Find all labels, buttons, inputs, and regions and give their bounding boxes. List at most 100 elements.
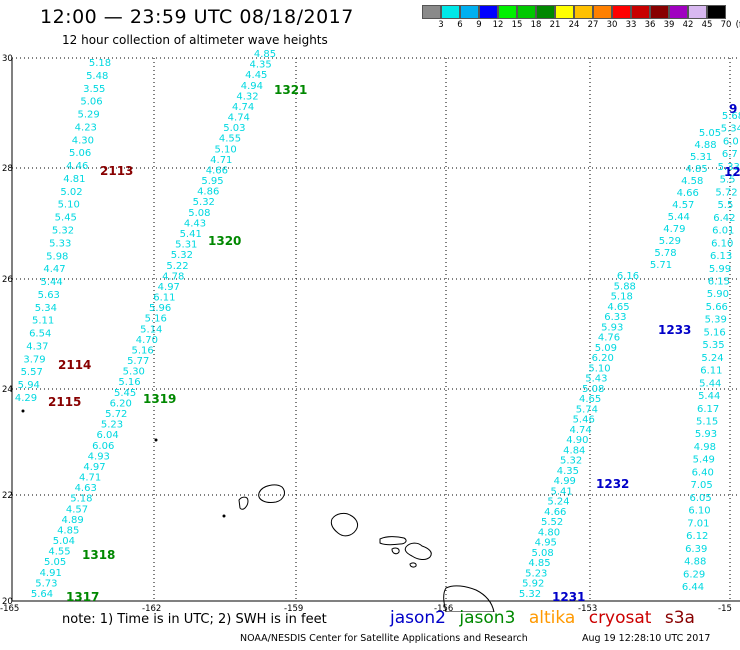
swh-value: 5.18 bbox=[611, 292, 633, 303]
swh-value: 6.33 bbox=[604, 312, 626, 323]
legend-swatch bbox=[612, 5, 631, 19]
legend-label: 42 bbox=[682, 20, 694, 30]
y-tick-label: 26 bbox=[2, 275, 13, 285]
swh-value: 5.10 bbox=[588, 363, 610, 374]
swh-value: 5.95 bbox=[201, 176, 223, 187]
swh-value: 5.78 bbox=[654, 248, 676, 259]
swh-value: 4.65 bbox=[579, 394, 601, 405]
legend-label: 12 bbox=[492, 20, 504, 30]
legend-swatch bbox=[555, 5, 574, 19]
island-hawaii bbox=[443, 585, 495, 612]
swh-value: 5.45 bbox=[55, 213, 77, 224]
swh-value: 5.49 bbox=[693, 455, 715, 466]
swh-value: 5.66 bbox=[706, 302, 728, 313]
swh-value: 5.96 bbox=[149, 303, 171, 314]
legend-swatch bbox=[707, 5, 726, 19]
legend-label: 6 bbox=[457, 20, 463, 30]
island-oahu bbox=[330, 512, 359, 537]
swh-value: 5.32 bbox=[193, 197, 215, 208]
swh-value: 5.22 bbox=[166, 261, 188, 272]
swh-value: 4.85 bbox=[685, 164, 707, 175]
swh-value: 5.93 bbox=[695, 429, 717, 440]
legend-label: 3 bbox=[438, 20, 444, 30]
legend-swatch bbox=[479, 5, 498, 19]
pass-label: 1232 bbox=[596, 477, 629, 491]
legend-label: 70 bbox=[720, 20, 732, 30]
swh-value: 5.5 bbox=[720, 175, 736, 186]
swh-value: 6.06 bbox=[92, 441, 114, 452]
swh-value: 5.88 bbox=[614, 281, 636, 292]
swh-value: 5.24 bbox=[701, 353, 723, 364]
swh-value: 5.14 bbox=[140, 324, 162, 335]
swh-value: 6.11 bbox=[153, 293, 175, 304]
y-tick-label: 28 bbox=[2, 164, 13, 174]
swh-value: 5.23 bbox=[101, 420, 123, 431]
swh-value: 5.29 bbox=[77, 110, 99, 121]
swh-value: 4.78 bbox=[162, 271, 184, 282]
swh-value: 5.44 bbox=[699, 378, 721, 389]
swh-value: 5.52 bbox=[541, 517, 563, 528]
swh-value: 5.11 bbox=[32, 316, 54, 327]
legend-swatch bbox=[574, 5, 593, 19]
swh-value: 4.47 bbox=[43, 264, 65, 275]
swh-value: 6.0 bbox=[723, 137, 739, 148]
swh-value: 6.40 bbox=[692, 467, 714, 478]
swh-value: 4.23 bbox=[75, 122, 97, 133]
altimeter-map: -165 -162 -159 -156 -153 -15 30 28 26 24 22 20 5.18… bbox=[0, 49, 740, 612]
pass-label: 12 bbox=[724, 165, 740, 179]
swh-value: 5.45 bbox=[114, 388, 136, 399]
swh-value: 4.45 bbox=[245, 70, 267, 81]
swh-value: 5.32 bbox=[560, 456, 582, 467]
swh-value: 4.95 bbox=[535, 538, 557, 549]
island-lanai bbox=[391, 547, 400, 555]
swh-value: 4.74 bbox=[232, 102, 254, 113]
swh-value: 7.05 bbox=[690, 480, 712, 491]
swh-value: 5.04 bbox=[53, 536, 75, 547]
swh-value: 5.44 bbox=[40, 277, 62, 288]
swh-value: 5.18 bbox=[89, 58, 111, 69]
legend-swatches bbox=[422, 5, 740, 19]
swh-value: 5.05 bbox=[44, 557, 66, 568]
swh-value: 5.06 bbox=[69, 148, 91, 159]
swh-value: 6.16 bbox=[617, 271, 639, 282]
island-dot-2 bbox=[154, 438, 158, 442]
legend-swatch bbox=[422, 5, 441, 19]
swh-value: 4.98 bbox=[694, 442, 716, 453]
swh-value: 4.90 bbox=[566, 435, 588, 446]
legend-label: 30 bbox=[606, 20, 618, 30]
swh-value: 5.32 bbox=[519, 589, 541, 600]
pass-label: 1233 bbox=[658, 323, 691, 337]
swh-value: 6.05 bbox=[689, 493, 711, 504]
legend-label: 9 bbox=[476, 20, 482, 30]
swh-value: 6.20 bbox=[592, 353, 614, 364]
pass-label: 2113 bbox=[100, 164, 133, 178]
pass-label: 1319 bbox=[143, 392, 176, 406]
swh-value: 4.74 bbox=[228, 113, 250, 124]
swh-value: 6.10 bbox=[688, 506, 710, 517]
swh-value: 5.08 bbox=[531, 548, 553, 559]
swh-value: 5.77 bbox=[127, 356, 149, 367]
swh-value: 4.88 bbox=[694, 140, 716, 151]
swh-value: 4.63 bbox=[75, 483, 97, 494]
x-tick-label: -159 bbox=[284, 604, 303, 612]
swh-value: 4.70 bbox=[136, 335, 158, 346]
pass-label: 1318 bbox=[82, 548, 115, 562]
swh-value: 4.43 bbox=[184, 218, 206, 229]
legend-label: 18 bbox=[530, 20, 542, 30]
swh-value: 5.03 bbox=[223, 123, 245, 134]
island-molokai bbox=[379, 536, 407, 546]
swh-value: 4.94 bbox=[241, 81, 263, 92]
swh-value: 5.31 bbox=[690, 152, 712, 163]
swh-value: 5.29 bbox=[659, 236, 681, 247]
swh-value: 5.41 bbox=[180, 229, 202, 240]
swh-value: 4.55 bbox=[219, 134, 241, 145]
swh-value: 5.23 bbox=[525, 569, 547, 580]
swh-value: 6.13 bbox=[710, 251, 732, 262]
swh-value: 5.08 bbox=[188, 208, 210, 219]
swh-value: 5.16 bbox=[118, 377, 140, 388]
swh-value: 4.81 bbox=[63, 174, 85, 185]
hawaiian-islands bbox=[21, 409, 495, 612]
satellite-s3a: s3a bbox=[664, 608, 695, 628]
island-niihau bbox=[238, 496, 249, 510]
